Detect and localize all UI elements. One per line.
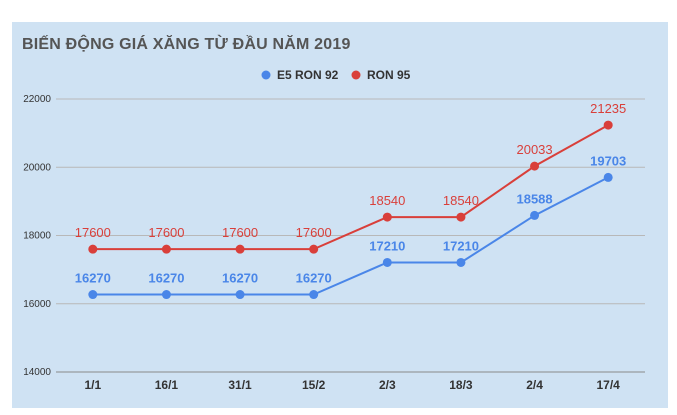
data-point: [456, 257, 466, 267]
y-tick-label: 16000: [23, 299, 51, 310]
x-tick-label: 2/3: [379, 378, 396, 392]
y-tick-label: 14000: [23, 367, 51, 378]
data-label: 18540: [369, 193, 405, 208]
data-label: 17600: [222, 225, 258, 240]
data-point: [235, 290, 245, 300]
data-point: [382, 257, 392, 267]
y-tick-label: 22000: [23, 94, 51, 105]
x-tick-label: 17/4: [597, 378, 621, 392]
data-label: 16270: [75, 271, 111, 286]
data-label: 18540: [443, 193, 479, 208]
data-point: [603, 172, 613, 182]
data-point: [382, 212, 392, 222]
x-tick-label: 2/4: [526, 378, 543, 392]
data-label: 17210: [443, 238, 479, 253]
legend-marker: [261, 70, 271, 80]
data-label: 19703: [590, 153, 626, 168]
y-tick-label: 20000: [23, 162, 51, 173]
data-point: [530, 210, 540, 220]
data-point: [309, 290, 319, 300]
chart-title: BIẾN ĐỘNG GIÁ XĂNG TỪ ĐẦU NĂM 2019: [22, 36, 351, 53]
data-point: [603, 120, 613, 130]
legend-label: E5 RON 92: [277, 68, 339, 82]
data-point: [161, 290, 171, 300]
chart-panel: [12, 22, 668, 408]
data-label: 18588: [516, 191, 552, 206]
data-label: 20033: [516, 142, 552, 157]
x-tick-label: 31/1: [228, 378, 252, 392]
x-tick-label: 16/1: [155, 378, 179, 392]
data-point: [309, 244, 319, 254]
series-line: [92, 124, 609, 251]
x-tick-label: 18/3: [449, 378, 473, 392]
x-tick-label: 15/2: [302, 378, 326, 392]
series-line: [92, 176, 609, 296]
data-label: 21235: [590, 101, 626, 116]
data-point: [161, 244, 171, 254]
data-label: 16270: [148, 271, 184, 286]
data-point: [456, 212, 466, 222]
legend-marker: [351, 70, 361, 80]
x-tick-label: 1/1: [84, 378, 101, 392]
data-label: 16270: [296, 271, 332, 286]
data-label: 17600: [148, 225, 184, 240]
y-tick-label: 18000: [23, 231, 51, 242]
legend-label: RON 95: [367, 68, 411, 82]
data-label: 17210: [369, 238, 405, 253]
data-point: [235, 244, 245, 254]
data-point: [530, 161, 540, 171]
data-label: 16270: [222, 271, 258, 286]
data-label: 17600: [75, 225, 111, 240]
data-label: 17600: [296, 225, 332, 240]
data-point: [88, 290, 98, 300]
data-point: [88, 244, 98, 254]
